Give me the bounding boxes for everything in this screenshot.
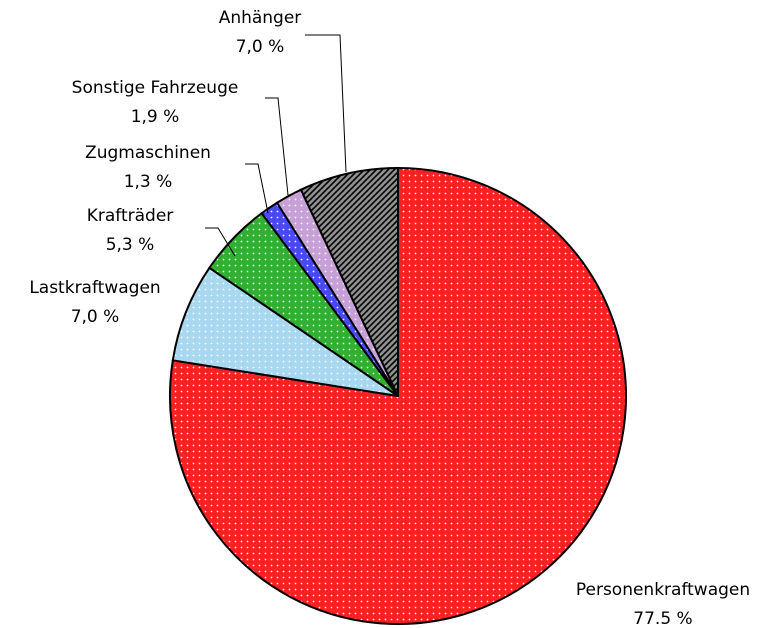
slice-label: Sonstige Fahrzeuge — [72, 78, 239, 98]
slice-label: Anhänger — [219, 8, 302, 28]
slice-label: Lastkraftwagen — [29, 278, 160, 298]
slice-value: 1,3 % — [124, 172, 173, 192]
slice-label: Krafträder — [87, 206, 174, 226]
leader-line — [305, 34, 347, 173]
pie-slice — [299, 166, 399, 397]
slice-value: 7,0 % — [71, 307, 120, 327]
slice-label: Personenkraftwagen — [576, 580, 750, 600]
pie-slice — [169, 166, 627, 625]
leader-line — [245, 163, 269, 214]
slice-value: 5,3 % — [106, 235, 155, 255]
leader-line — [265, 97, 289, 196]
leader-line — [205, 227, 236, 257]
slice-value: 1,9 % — [131, 107, 180, 127]
slice-label: Zugmaschinen — [85, 143, 211, 163]
slice-value: 7,0 % — [236, 37, 285, 57]
slice-value: 77.5 % — [633, 609, 692, 628]
